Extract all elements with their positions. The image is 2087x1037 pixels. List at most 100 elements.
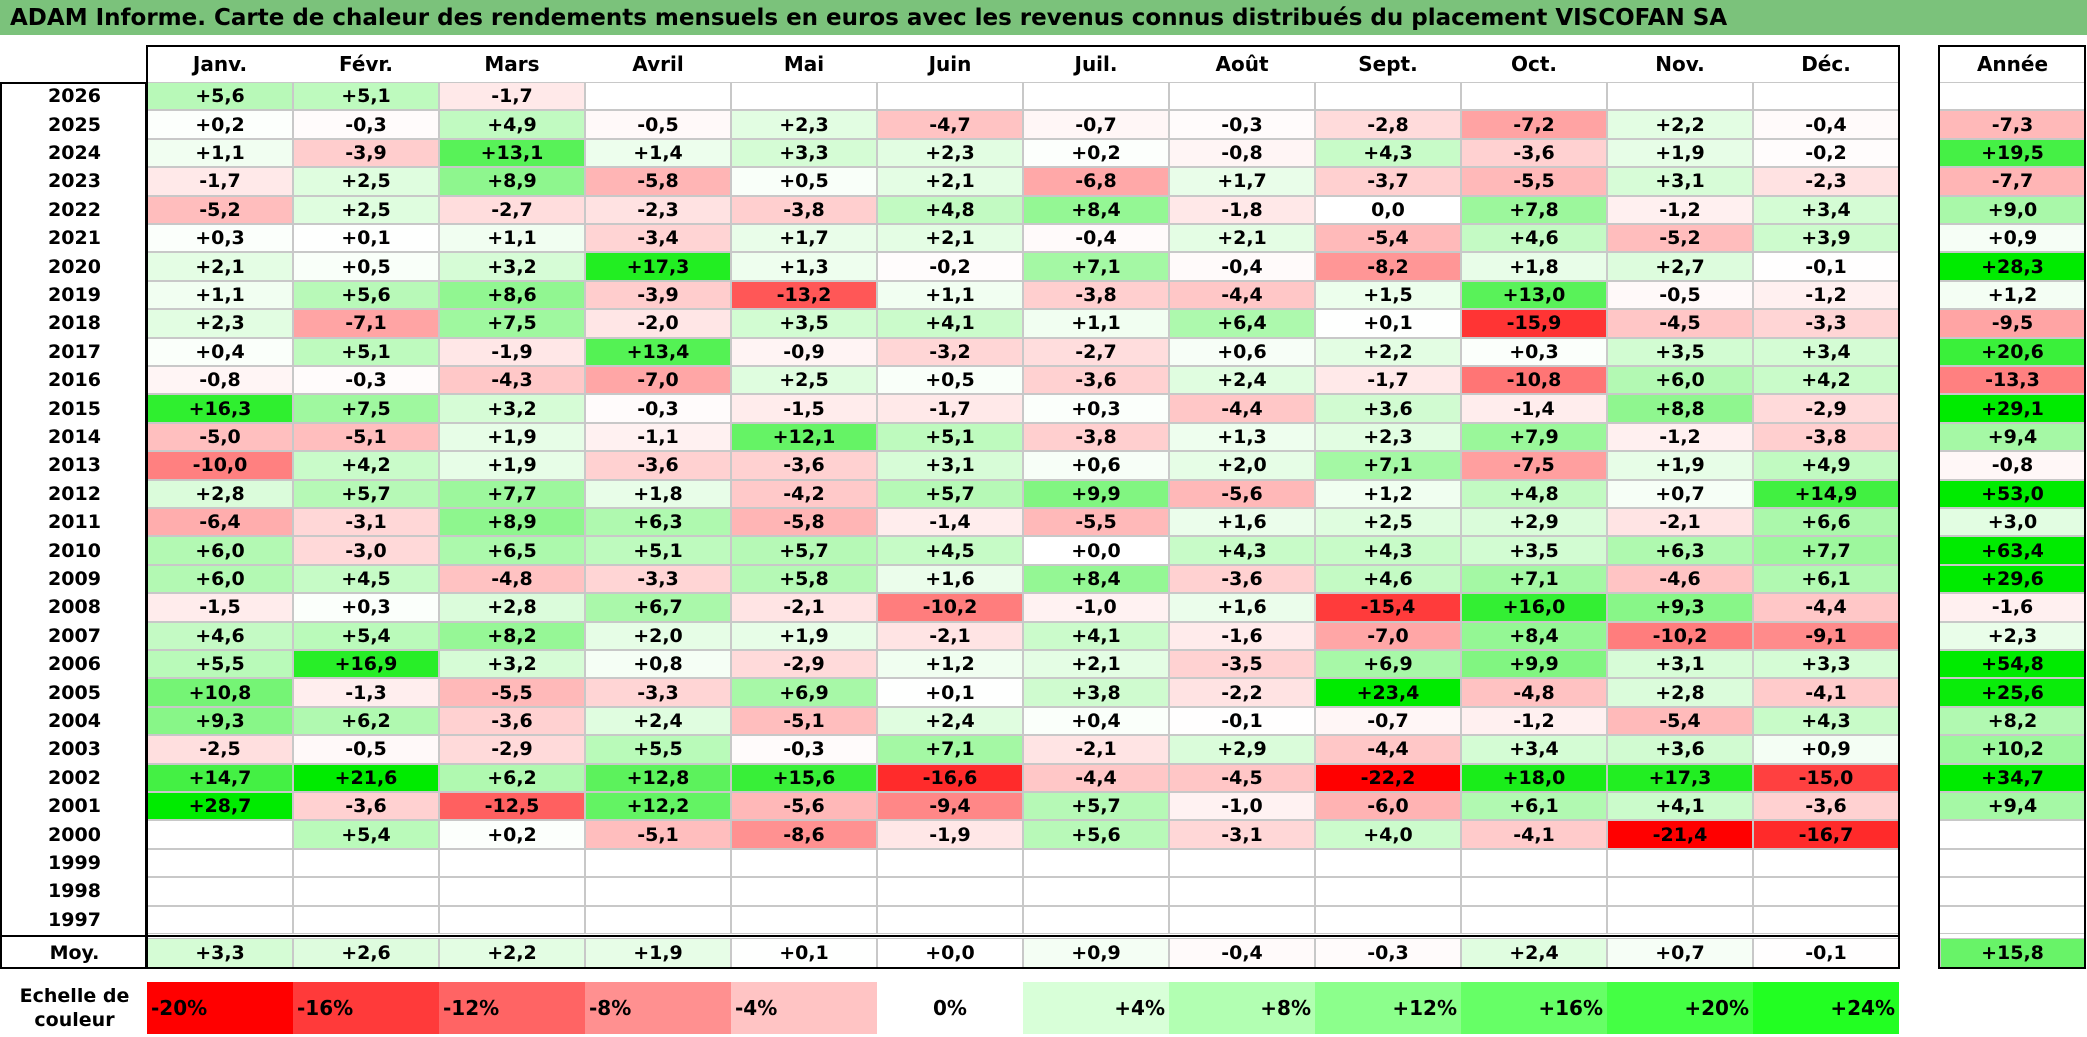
heatmap-cell: -6,8 bbox=[1023, 167, 1169, 196]
heatmap-cell: +2,4 bbox=[585, 706, 731, 736]
heatmap-cell: -3,8 bbox=[1023, 422, 1169, 452]
heatmap-cell: +4,5 bbox=[877, 536, 1023, 565]
heatmap-cell: -5,4 bbox=[1607, 706, 1753, 736]
heatmap-cell: -1,9 bbox=[439, 337, 585, 366]
average-separator bbox=[0, 935, 1899, 937]
annual-cell: +10,2 bbox=[1940, 735, 2085, 764]
average-cell: +0,1 bbox=[731, 938, 877, 968]
year-label: 2003 bbox=[48, 738, 101, 761]
heatmap-cell: +2,1 bbox=[877, 167, 1023, 196]
heatmap-cell: +10,8 bbox=[147, 678, 293, 707]
heatmap-cell: -5,5 bbox=[1023, 508, 1169, 537]
heatmap-cell: +4,0 bbox=[1315, 820, 1461, 849]
heatmap-cell bbox=[877, 82, 1023, 111]
heatmap-cell: +15,6 bbox=[731, 763, 877, 792]
heatmap-cell bbox=[1753, 82, 1899, 111]
month-header: Févr. bbox=[338, 51, 394, 76]
heatmap-cell: +3,4 bbox=[1461, 735, 1607, 764]
heatmap-cell: +6,0 bbox=[1607, 366, 1753, 395]
year-label: 2025 bbox=[48, 113, 101, 136]
heatmap-cell: +5,7 bbox=[293, 479, 439, 508]
heatmap-cell: +6,2 bbox=[439, 763, 585, 792]
year-label: 2023 bbox=[48, 170, 101, 193]
annual-cell bbox=[1940, 82, 2085, 111]
heatmap-cell: +3,3 bbox=[1753, 650, 1899, 679]
annual-cell: +53,0 bbox=[1940, 479, 2085, 508]
heatmap-cell: -0,3 bbox=[293, 110, 439, 139]
heatmap-cell: +6,3 bbox=[1607, 536, 1753, 565]
heatmap-cell: -3,1 bbox=[293, 508, 439, 537]
year-total-header: Année bbox=[1976, 51, 2049, 76]
heatmap-cell: +0,4 bbox=[147, 337, 293, 366]
heatmap-cell: +2,5 bbox=[1315, 508, 1461, 537]
heatmap-cell: -3,6 bbox=[439, 706, 585, 736]
heatmap-cell: +1,6 bbox=[877, 564, 1023, 594]
heatmap-cell: -0,8 bbox=[1169, 138, 1315, 168]
year-label: 2017 bbox=[48, 340, 101, 363]
heatmap-cell: +3,1 bbox=[1607, 167, 1753, 196]
heatmap-cell: +1,9 bbox=[1607, 138, 1753, 168]
heatmap-cell: -0,4 bbox=[1023, 224, 1169, 253]
heatmap-cell: -4,5 bbox=[1169, 763, 1315, 792]
heatmap-cell: +1,3 bbox=[731, 252, 877, 281]
heatmap-cell bbox=[147, 820, 293, 849]
average-cell: +1,9 bbox=[585, 938, 731, 968]
color-scale-swatch: -16% bbox=[293, 982, 439, 1034]
heatmap-cell: +6,5 bbox=[439, 536, 585, 565]
heatmap-cell: +1,8 bbox=[1461, 252, 1607, 281]
year-label: 2016 bbox=[48, 369, 101, 392]
heatmap-cell bbox=[147, 848, 293, 878]
heatmap-cell: -0,3 bbox=[293, 366, 439, 395]
heatmap-cell: +4,8 bbox=[877, 195, 1023, 224]
year-label: 2000 bbox=[48, 823, 101, 846]
heatmap-cell: -1,5 bbox=[147, 593, 293, 622]
heatmap-cell: +5,7 bbox=[731, 536, 877, 565]
heatmap-cell: -3,6 bbox=[1461, 138, 1607, 168]
heatmap-cell: -10,2 bbox=[877, 593, 1023, 622]
heatmap-cell: +6,4 bbox=[1169, 309, 1315, 338]
heatmap-cell: -2,0 bbox=[585, 309, 731, 338]
heatmap-cell: -5,6 bbox=[731, 792, 877, 821]
heatmap-cell bbox=[439, 848, 585, 878]
heatmap-cell: +3,4 bbox=[1753, 195, 1899, 224]
heatmap-cell: +7,1 bbox=[1461, 564, 1607, 594]
year-label: 1999 bbox=[48, 851, 101, 874]
color-scale-swatch: +16% bbox=[1461, 982, 1607, 1034]
heatmap-cell: -6,0 bbox=[1315, 792, 1461, 821]
color-scale-swatch: +20% bbox=[1607, 982, 1753, 1034]
heatmap-cell: -5,5 bbox=[439, 678, 585, 707]
heatmap-cell: -3,8 bbox=[1753, 422, 1899, 452]
heatmap-cell: -1,3 bbox=[293, 678, 439, 707]
heatmap-cell bbox=[293, 848, 439, 878]
annual-cell: -7,3 bbox=[1940, 110, 2085, 139]
color-scale-swatch: -20% bbox=[147, 982, 293, 1034]
heatmap-cell bbox=[1753, 877, 1899, 906]
annual-cell: +63,4 bbox=[1940, 536, 2085, 565]
heatmap-cell: +17,3 bbox=[1607, 763, 1753, 792]
heatmap-cell: -4,1 bbox=[1461, 820, 1607, 849]
heatmap-cell: -0,5 bbox=[1607, 280, 1753, 310]
heatmap-cell: -1,2 bbox=[1461, 706, 1607, 736]
month-header: Avril bbox=[632, 51, 684, 76]
heatmap-cell: +2,4 bbox=[1169, 366, 1315, 395]
heatmap-cell: +0,1 bbox=[877, 678, 1023, 707]
annual-cell bbox=[1940, 820, 2085, 849]
month-header: Sept. bbox=[1358, 51, 1418, 76]
heatmap-cell: -1,2 bbox=[1607, 422, 1753, 452]
heatmap-cell: -3,2 bbox=[877, 337, 1023, 366]
heatmap-cell: -9,1 bbox=[1753, 621, 1899, 650]
annual-cell: +1,2 bbox=[1940, 280, 2085, 310]
heatmap-cell: +0,2 bbox=[147, 110, 293, 139]
heatmap-cell bbox=[439, 877, 585, 906]
heatmap-cell: +5,4 bbox=[293, 820, 439, 849]
average-annual-cell: +15,8 bbox=[1940, 938, 2085, 968]
year-label: 2013 bbox=[48, 454, 101, 477]
heatmap-cell: +9,9 bbox=[1023, 479, 1169, 508]
heatmap-cell: +0,9 bbox=[1753, 735, 1899, 764]
annual-cell: +8,2 bbox=[1940, 706, 2085, 736]
heatmap-cell: -2,9 bbox=[731, 650, 877, 679]
heatmap-cell: -3,8 bbox=[731, 195, 877, 224]
heatmap-cell bbox=[439, 905, 585, 934]
year-label: 2005 bbox=[48, 681, 101, 704]
heatmap-cell: +5,8 bbox=[731, 564, 877, 594]
